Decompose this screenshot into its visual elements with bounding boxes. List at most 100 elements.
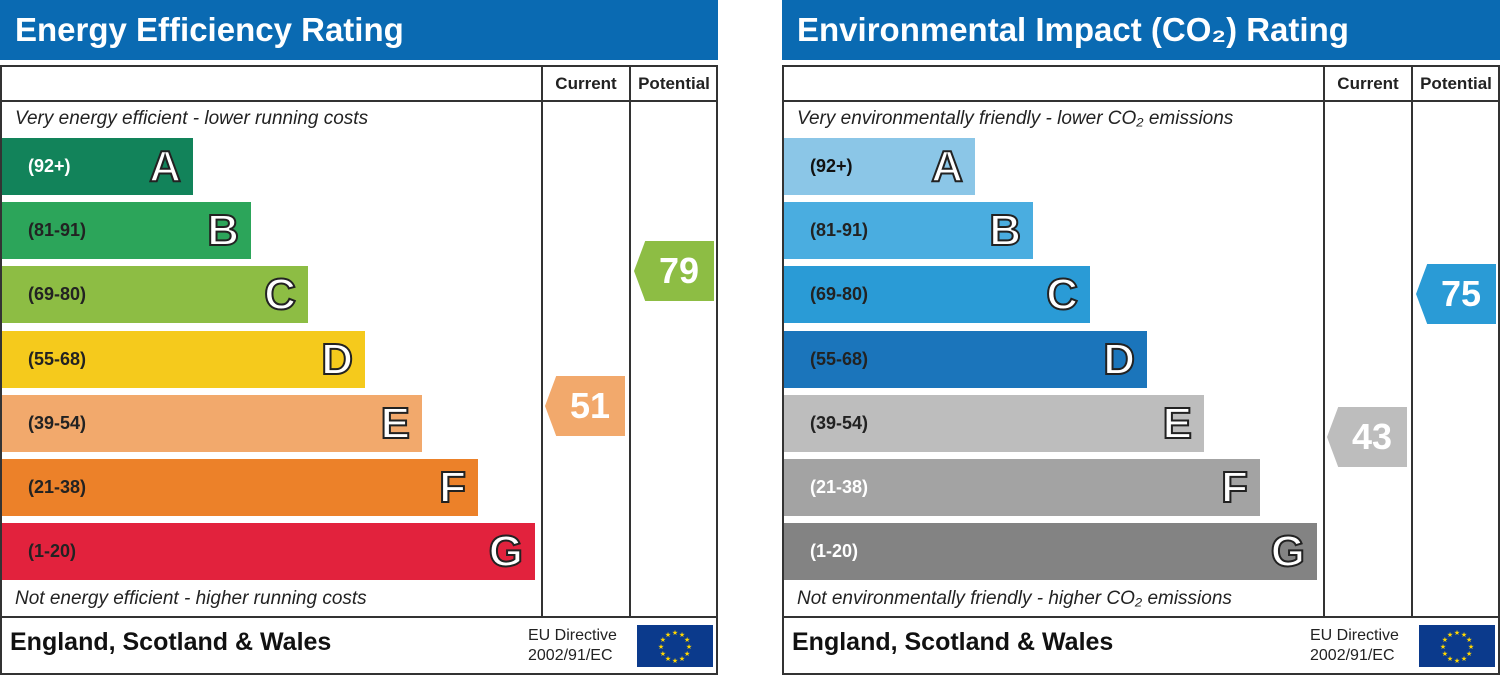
eu-flag-icon: ★★★★★★★★★ ★ ★★ [637, 625, 713, 667]
current-rating-arrow: 43 [1327, 407, 1407, 467]
band-range: (69-80) [810, 284, 869, 304]
band-letter: E [380, 398, 411, 449]
band-letter: B [988, 205, 1022, 256]
svg-text:★: ★ [658, 643, 664, 651]
eu-flag-icon: ★★★★★★★★★ ★ ★★ [1419, 625, 1495, 667]
svg-text:★: ★ [1440, 643, 1446, 651]
svg-text:★: ★ [1466, 650, 1472, 658]
svg-text:★: ★ [1466, 636, 1472, 644]
svg-text:★: ★ [1461, 655, 1467, 663]
band-b-bar: (81-91) B [2, 202, 251, 259]
chart-title: Environmental Impact (CO₂) Rating [782, 0, 1500, 60]
band-range: (39-54) [28, 413, 87, 433]
band-range: (1-20) [28, 541, 77, 561]
band-range: (81-91) [810, 220, 869, 240]
band-g-bar: (1-20) G [2, 523, 535, 580]
svg-text:★: ★ [684, 636, 690, 644]
band-letter: A [148, 141, 182, 192]
svg-text:★: ★ [1442, 636, 1448, 644]
band-range: (81-91) [28, 220, 87, 240]
top-note: Very energy efficient - lower running co… [15, 108, 369, 129]
svg-text:★: ★ [1447, 655, 1453, 663]
bottom-note: Not energy efficient - higher running co… [15, 588, 367, 609]
svg-text:★: ★ [1442, 650, 1448, 658]
svg-text:★: ★ [660, 636, 666, 644]
svg-text:★: ★ [1468, 643, 1474, 651]
svg-text:★: ★ [686, 643, 692, 651]
band-range: (21-38) [810, 477, 869, 497]
divider [1411, 65, 1413, 618]
eu-directive: EU Directive 2002/91/EC [1310, 626, 1399, 666]
band-letter: A [930, 141, 964, 192]
band-range: (92+) [28, 156, 71, 176]
divider [629, 65, 631, 618]
eu-line1: EU Directive [528, 627, 617, 644]
chart-title: Energy Efficiency Rating [0, 0, 718, 60]
band-a-bar: (92+) A [2, 138, 193, 195]
band-range: (21-38) [28, 477, 87, 497]
environmental-impact-panel: Environmental Impact (CO₂) Rating Curren… [782, 0, 1500, 675]
band-letter: G [1270, 526, 1306, 577]
energy-efficiency-panel: Energy Efficiency Rating Current Potenti… [0, 0, 718, 675]
column-header-current: Current [1337, 74, 1399, 93]
eu-directive: EU Directive 2002/91/EC [528, 626, 617, 666]
column-header-potential: Potential [638, 74, 710, 93]
band-e-bar: (39-54) E [2, 395, 422, 452]
band-range: (39-54) [810, 413, 869, 433]
region-label: England, Scotland & Wales [10, 628, 332, 656]
band-g-bar: (1-20) G [784, 523, 1317, 580]
eu-line2: 2002/91/EC [528, 647, 613, 664]
band-range: (92+) [810, 156, 853, 176]
svg-text:★: ★ [1461, 631, 1467, 639]
band-letter: C [263, 269, 297, 320]
band-letter: F [438, 462, 467, 513]
band-letter: F [1220, 462, 1249, 513]
column-header-potential: Potential [1420, 74, 1492, 93]
current-rating-arrow: 51 [545, 376, 625, 436]
svg-text:★: ★ [1454, 629, 1460, 637]
divider [782, 100, 1500, 102]
svg-text:★: ★ [679, 631, 685, 639]
bottom-note: Not environmentally friendly - higher CO… [797, 588, 1232, 609]
band-f-bar: (21-38) F [2, 459, 478, 516]
svg-text:★: ★ [665, 631, 671, 639]
band-letter: E [1162, 398, 1193, 449]
band-b-bar: (81-91) B [784, 202, 1033, 259]
svg-text:★: ★ [1447, 631, 1453, 639]
divider [1323, 65, 1325, 618]
potential-rating-arrow: 79 [634, 241, 714, 301]
svg-text:★: ★ [672, 657, 678, 665]
region-label: England, Scotland & Wales [792, 628, 1114, 656]
potential-rating-arrow: 75 [1416, 264, 1496, 324]
divider [541, 65, 543, 618]
divider [0, 100, 718, 102]
band-range: (55-68) [810, 349, 869, 369]
band-d-bar: (55-68) D [784, 331, 1147, 388]
band-c-bar: (69-80) C [784, 266, 1090, 323]
divider [0, 616, 718, 618]
eu-line2: 2002/91/EC [1310, 647, 1395, 664]
svg-text:★: ★ [679, 655, 685, 663]
band-d-bar: (55-68) D [2, 331, 365, 388]
band-letter: D [1102, 334, 1136, 385]
band-letter: G [488, 526, 524, 577]
svg-text:★: ★ [660, 650, 666, 658]
band-range: (69-80) [28, 284, 87, 304]
band-letter: B [206, 205, 240, 256]
divider [782, 616, 1500, 618]
band-range: (55-68) [28, 349, 87, 369]
chart-frame [782, 65, 1500, 675]
band-range: (1-20) [810, 541, 859, 561]
top-note: Very environmentally friendly - lower CO… [797, 108, 1234, 129]
svg-text:★: ★ [1454, 657, 1460, 665]
svg-text:★: ★ [684, 650, 690, 658]
band-e-bar: (39-54) E [784, 395, 1204, 452]
band-f-bar: (21-38) F [784, 459, 1260, 516]
svg-text:★: ★ [665, 655, 671, 663]
band-a-bar: (92+) A [784, 138, 975, 195]
chart-frame [0, 65, 718, 675]
eu-line1: EU Directive [1310, 627, 1399, 644]
svg-text:★: ★ [672, 629, 678, 637]
band-letter: D [320, 334, 354, 385]
band-c-bar: (69-80) C [2, 266, 308, 323]
